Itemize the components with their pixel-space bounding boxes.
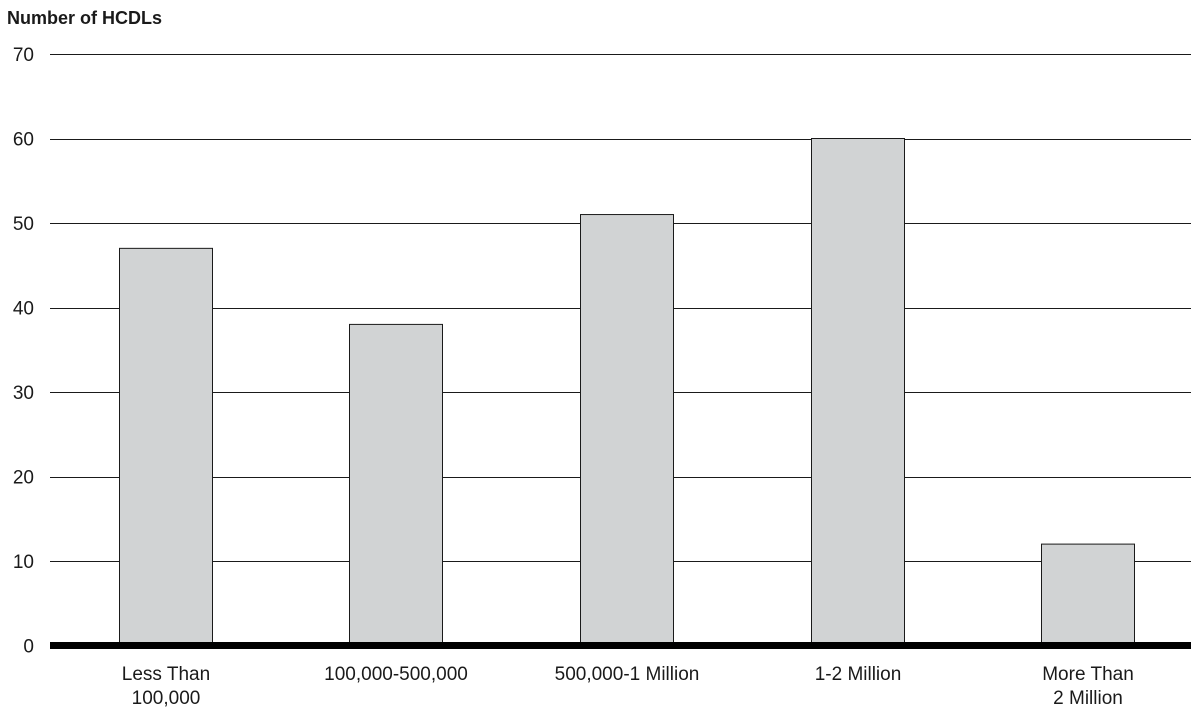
- bar: [120, 248, 213, 645]
- y-tick-label: 20: [13, 468, 34, 489]
- y-axis-ticks: 0 10 20 30 40 50 60 70: [13, 45, 34, 658]
- x-tick-label-line: 1-2 Million: [815, 664, 902, 685]
- x-tick-label-line: More Than: [1042, 664, 1134, 685]
- x-axis-baseline: [50, 642, 1191, 649]
- x-tick-label: 1-2 Million: [815, 664, 902, 685]
- y-tick-label: 40: [13, 299, 34, 320]
- x-axis-labels: Less Than 100,000 100,000-500,000 500,000-1…: [122, 664, 1134, 708]
- x-tick-label-line: Less Than: [122, 664, 210, 685]
- bar: [812, 139, 905, 646]
- x-tick-label: Less Than 100,000: [122, 664, 210, 708]
- y-tick-label: 0: [23, 637, 34, 658]
- y-tick-label: 70: [13, 45, 34, 66]
- bar: [350, 324, 443, 645]
- y-tick-label: 10: [13, 552, 34, 573]
- y-tick-label: 50: [13, 214, 34, 235]
- bar: [1042, 544, 1135, 645]
- x-tick-label: 100,000-500,000: [324, 664, 468, 685]
- bar: [581, 215, 674, 646]
- x-tick-label: 500,000-1 Million: [555, 664, 700, 685]
- y-axis-title: Number of HCDLs: [7, 8, 162, 28]
- x-tick-label-line: 2 Million: [1053, 688, 1123, 708]
- y-tick-label: 60: [13, 130, 34, 151]
- x-tick-label-line: 500,000-1 Million: [555, 664, 700, 685]
- x-tick-label-line: 100,000: [132, 688, 201, 708]
- x-tick-label-line: 100,000-500,000: [324, 664, 468, 685]
- y-tick-label: 30: [13, 383, 34, 404]
- x-tick-label: More Than 2 Million: [1042, 664, 1134, 708]
